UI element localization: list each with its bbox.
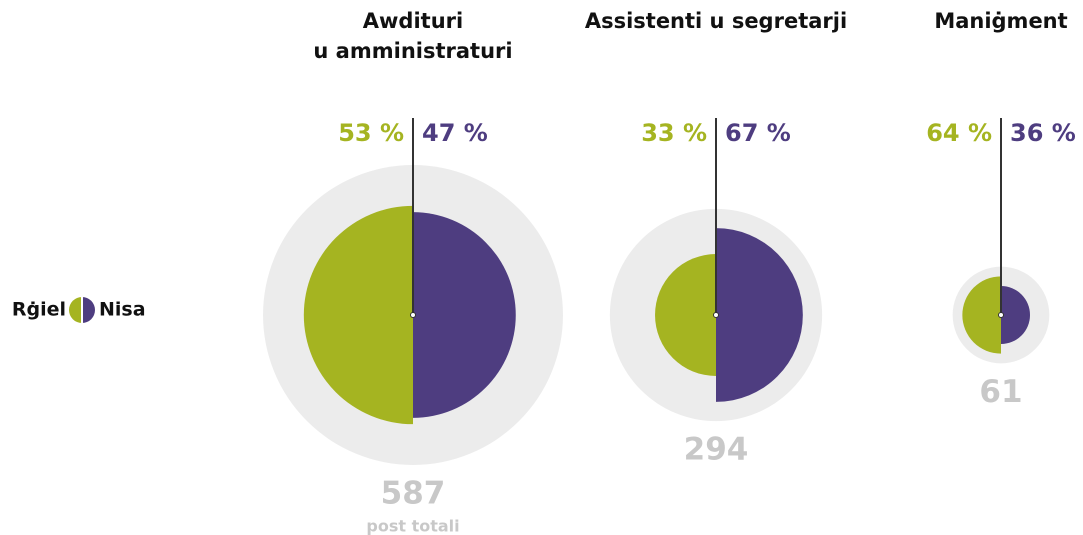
half-circle: [962, 276, 1001, 354]
percent-label: 47 %: [422, 119, 488, 147]
percent-label: 36 %: [1010, 119, 1076, 147]
total-label: 61: [979, 374, 1022, 410]
legend-label: Rġiel: [12, 299, 66, 321]
center-dot: [713, 312, 719, 318]
center-dot: [998, 312, 1004, 318]
legend-swatch: [69, 297, 82, 323]
total-label: 294: [684, 432, 749, 468]
group-title: u amministraturi: [313, 39, 512, 63]
half-circle: [1001, 285, 1031, 345]
half-circle: [413, 212, 516, 418]
percent-label: 67 %: [725, 119, 791, 147]
group-title: Assistenti u segretarji: [585, 9, 847, 33]
percent-label: 64 %: [926, 119, 992, 147]
half-circle: [655, 254, 716, 376]
percent-label: 33 %: [641, 119, 707, 147]
legend-label: Nisa: [99, 299, 146, 321]
half-circle: [303, 205, 413, 425]
group-title: Awdituri: [363, 9, 463, 33]
total-label: 587: [381, 475, 446, 511]
half-circle: [716, 228, 803, 402]
group-title: Maniġment: [934, 9, 1067, 33]
percent-label: 53 %: [338, 119, 404, 147]
legend-swatch: [82, 297, 95, 323]
center-dot: [410, 312, 416, 318]
total-caption: post totali: [366, 516, 459, 535]
